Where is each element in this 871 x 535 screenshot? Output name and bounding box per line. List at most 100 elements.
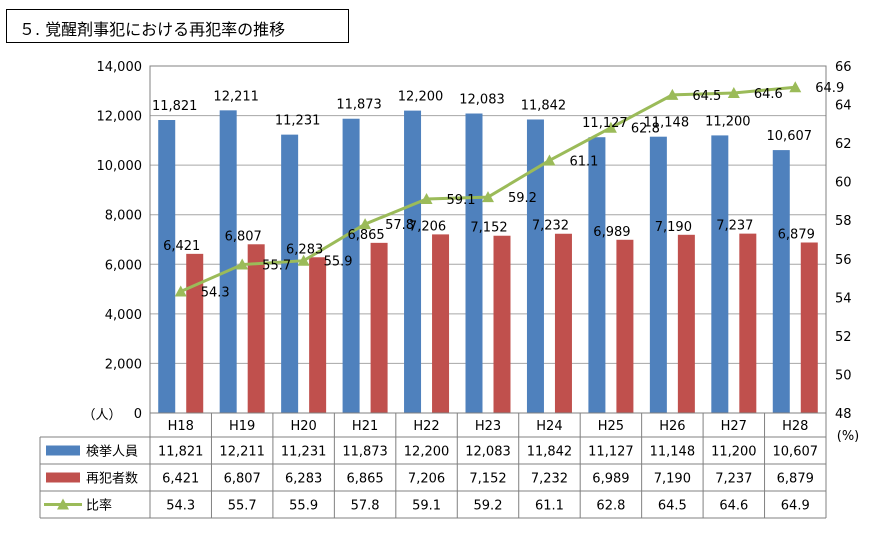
data-label-ratio: 64.9 — [815, 81, 844, 96]
line-ratio-marker — [359, 218, 372, 230]
y-left-tick-label: 10,000 — [97, 159, 143, 174]
bar-arrests — [219, 110, 237, 413]
y-right-tick-label: 66 — [835, 60, 852, 75]
table-cell: 11,200 — [711, 445, 757, 460]
line-ratio-marker — [236, 258, 249, 270]
data-label-ratio: 57.8 — [385, 218, 414, 233]
y-right-tick-label: 48 — [835, 407, 852, 422]
data-label-arrests: 11,148 — [644, 116, 690, 131]
data-label-reoffenders: 7,190 — [655, 220, 692, 235]
x-tick-label: H27 — [721, 419, 747, 434]
legend-label: 検挙人員 — [86, 445, 138, 460]
table-cell: 7,237 — [715, 472, 752, 487]
data-label-arrests: 12,200 — [398, 90, 444, 105]
table-cell: 54.3 — [166, 499, 195, 514]
data-label-reoffenders: 6,879 — [778, 227, 815, 242]
legend-key-ratio-marker — [57, 498, 69, 510]
line-ratio-marker — [482, 191, 494, 203]
data-label-ratio: 64.6 — [754, 87, 783, 102]
table-cell: 62.8 — [596, 499, 625, 514]
data-label-ratio: 59.2 — [508, 191, 537, 206]
bar-arrests — [342, 118, 360, 414]
table-cell: 11,231 — [281, 445, 327, 460]
y-right-tick-label: 64 — [835, 99, 852, 114]
data-label-arrests: 12,083 — [459, 93, 505, 108]
y-right-tick-label: 58 — [835, 214, 852, 229]
line-ratio-marker — [604, 121, 617, 133]
y-left-tick-label: 8,000 — [105, 209, 142, 224]
table-cell: 59.2 — [474, 499, 503, 514]
legend-label: 再犯者数 — [86, 472, 138, 487]
data-label-ratio: 55.7 — [262, 259, 291, 274]
data-label-reoffenders: 6,283 — [286, 242, 323, 257]
legend-label: 比率 — [86, 498, 112, 514]
line-ratio-marker — [789, 81, 802, 93]
data-label-ratio: 64.5 — [692, 89, 721, 104]
table-cell: 6,865 — [346, 472, 383, 487]
data-label-arrests: 11,842 — [521, 98, 567, 113]
x-tick-label: H28 — [782, 419, 808, 434]
table-cell: 64.6 — [719, 499, 748, 514]
data-label-ratio: 62.8 — [631, 122, 660, 137]
bar-reoffenders — [739, 233, 757, 413]
line-ratio-marker — [727, 86, 740, 98]
data-label-arrests: 11,821 — [152, 99, 198, 114]
data-label-reoffenders: 7,206 — [409, 219, 446, 234]
line-ratio-marker — [174, 285, 187, 297]
data-label-reoffenders: 7,152 — [470, 221, 507, 236]
table-cell: 7,190 — [654, 472, 691, 487]
bar-reoffenders — [186, 253, 204, 413]
bar-reoffenders — [677, 234, 695, 413]
y-left-tick-label: 14,000 — [97, 60, 143, 75]
line-ratio-marker — [420, 193, 433, 205]
table-cell: 11,127 — [588, 445, 634, 460]
data-label-reoffenders: 7,232 — [532, 219, 569, 234]
table-cell: 11,873 — [342, 445, 388, 460]
bar-arrests — [404, 110, 422, 413]
x-tick-label: H26 — [659, 419, 685, 434]
table-cell: 7,232 — [531, 472, 568, 487]
x-tick-label: H23 — [475, 419, 501, 434]
table-cell: 10,607 — [773, 445, 819, 460]
table-cell: 59.1 — [412, 499, 441, 514]
y-right-tick-label: 52 — [835, 330, 852, 345]
line-ratio-marker — [297, 254, 310, 266]
table-cell: 12,211 — [219, 445, 265, 460]
table-cell: 12,200 — [404, 445, 450, 460]
data-label-arrests: 11,231 — [275, 114, 321, 129]
table-cell: 11,148 — [650, 445, 696, 460]
table-cell: 6,283 — [285, 472, 322, 487]
legend-key-reoffenders — [46, 472, 80, 483]
data-label-reoffenders: 6,865 — [347, 228, 384, 243]
x-tick-label: H18 — [168, 419, 194, 434]
line-ratio-marker — [666, 88, 679, 100]
table-cell: 64.9 — [781, 499, 810, 514]
y-right-tick-label: 50 — [835, 368, 852, 383]
bar-arrests — [588, 137, 606, 413]
y-left-axis-label: （人） — [82, 408, 121, 423]
y-right-tick-label: 60 — [835, 176, 852, 191]
bar-reoffenders — [800, 242, 818, 413]
y-left-tick-label: 6,000 — [105, 258, 142, 273]
y-left-tick-label: 12,000 — [97, 110, 143, 125]
data-label-arrests: 12,211 — [213, 89, 259, 104]
table-cell: 55.7 — [228, 499, 257, 514]
table-cell: 6,421 — [162, 472, 199, 487]
x-tick-label: H19 — [229, 419, 255, 434]
bar-arrests — [158, 120, 176, 414]
legend-key-arrests — [46, 445, 80, 456]
data-label-arrests: 11,127 — [582, 116, 628, 131]
bar-reoffenders — [493, 235, 511, 413]
bar-reoffenders — [554, 233, 572, 413]
y-right-tick-label: 62 — [835, 137, 852, 152]
y-left-tick-label: 2,000 — [105, 357, 142, 372]
data-label-arrests: 11,200 — [705, 114, 751, 129]
y-left-tick-label: 0 — [134, 407, 142, 422]
table-cell: 7,206 — [408, 472, 445, 487]
data-label-ratio: 54.3 — [201, 286, 230, 301]
line-ratio-marker — [543, 154, 556, 166]
data-label-ratio: 61.1 — [569, 154, 598, 169]
bar-reoffenders — [370, 242, 388, 413]
data-label-arrests: 10,607 — [767, 129, 813, 144]
bar-arrests — [711, 135, 729, 413]
